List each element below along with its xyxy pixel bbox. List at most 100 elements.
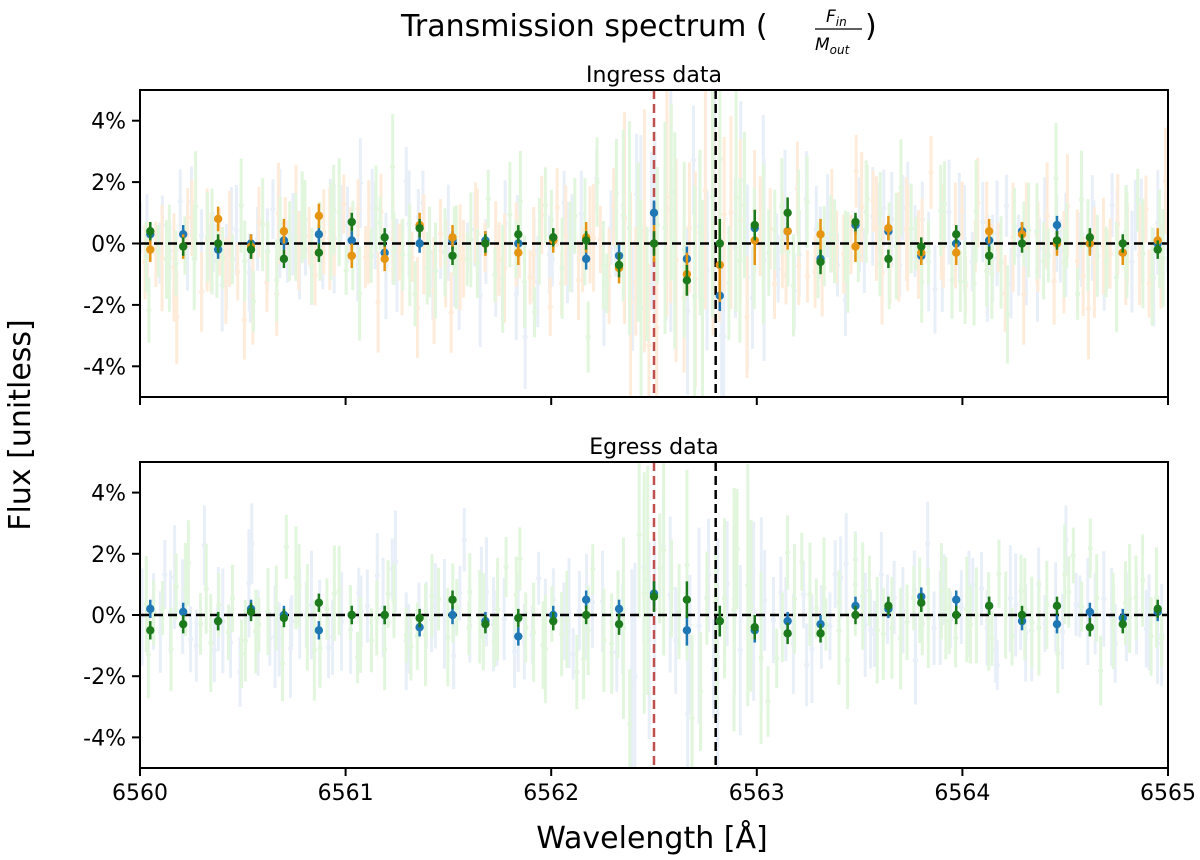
unbinned-point [523,624,529,630]
unbinned-point [284,249,291,255]
unbinned-point [570,651,576,657]
unbinned-point [1094,253,1100,259]
unbinned-point [634,191,640,198]
unbinned-point [331,207,337,213]
unbinned-point [496,256,502,262]
unbinned-point [889,216,895,223]
unbinned-point [877,261,883,268]
unbinned-point [355,206,361,212]
unbinned-point [599,598,606,604]
unbinned-point [946,209,952,215]
unbinned-point [975,200,981,206]
unbinned-point [664,194,670,200]
unbinned-point [559,265,565,271]
unbinned-point [833,244,840,250]
unbinned-point [710,229,716,235]
unbinned-point [542,646,548,652]
unbinned-point [485,196,491,202]
unbinned-point [548,217,555,223]
unbinned-point [646,637,652,644]
unbinned-point [501,616,507,622]
unbinned-point [672,237,678,244]
unbinned-point [522,334,528,340]
unbinned-point [159,605,166,611]
unbinned-point [242,637,249,644]
unbinned-point [536,575,542,581]
unbinned-point [1100,243,1107,249]
unbinned-point [174,314,180,320]
unbinned-point [821,243,827,249]
unbinned-point [638,305,644,312]
unbinned-point [638,233,644,239]
unbinned-point [1091,260,1097,266]
unbinned-point [860,593,866,599]
unbinned-point [1158,263,1164,269]
unbinned-point [667,591,673,598]
unbinned-point [357,290,363,297]
unbinned-point [432,268,439,274]
unbinned-point [832,571,838,577]
unbinned-point [881,205,887,211]
unbinned-point [302,247,309,253]
binned-point [279,227,289,236]
binned-point [750,220,759,230]
unbinned-point [270,206,276,212]
unbinned-point [962,279,968,285]
unbinned-point [478,590,484,596]
unbinned-point [702,187,708,194]
binned-point [213,239,223,248]
unbinned-point [660,543,666,549]
unbinned-point [366,229,372,235]
unbinned-point [796,209,802,216]
unbinned-point [320,260,326,266]
unbinned-point [1143,206,1149,212]
unbinned-point [1036,581,1042,587]
unbinned-point [732,244,739,251]
unbinned-point [374,615,380,621]
unbinned-point [1154,640,1161,646]
unbinned-point [925,615,931,621]
unbinned-point [721,211,727,218]
unbinned-point [406,636,412,642]
plot-area [140,462,1168,768]
unbinned-point [871,631,878,637]
unbinned-point [978,585,985,592]
unbinned-point [223,278,229,284]
unbinned-point [633,278,639,284]
unbinned-point [569,240,575,246]
unbinned-point [1140,577,1146,584]
unbinned-point [970,582,976,588]
unbinned-point [372,222,378,228]
unbinned-point [189,215,195,221]
unbinned-point [996,571,1002,577]
unbinned-point [238,651,245,657]
unbinned-point [864,196,870,203]
unbinned-point [943,605,949,611]
unbinned-point [287,645,294,651]
unbinned-point [229,595,236,601]
unbinned-point [790,641,796,647]
unbinned-point [336,209,342,215]
unbinned-point [1035,244,1041,250]
unbinned-point [445,230,451,236]
unbinned-point [645,577,651,583]
unbinned-point [783,272,789,278]
binned-point [917,242,926,251]
unbinned-point [580,656,587,662]
y-tick-label: -2% [83,294,126,319]
binned-point [984,227,994,236]
unbinned-point [984,268,990,274]
unbinned-point [717,156,723,162]
unbinned-point [494,625,500,631]
unbinned-point [225,629,232,635]
unbinned-point [877,211,883,217]
unbinned-point [1007,595,1013,602]
unbinned-point [377,220,383,226]
unbinned-point [1133,594,1139,600]
unbinned-point [1009,634,1015,640]
unbinned-point [897,635,904,642]
unbinned-point [699,298,706,304]
unbinned-point [578,211,584,217]
unbinned-point [375,299,381,305]
unbinned-point [1162,178,1168,184]
